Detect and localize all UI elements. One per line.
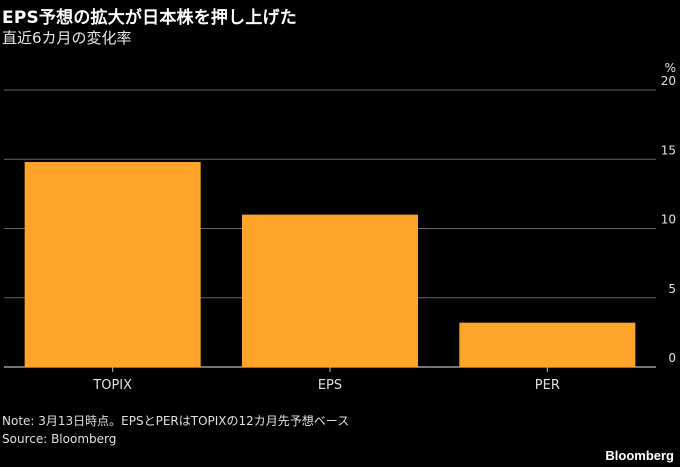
y-tick-label: 0 <box>668 351 676 365</box>
bar-eps <box>242 214 418 367</box>
bar-topix <box>24 162 201 367</box>
y-tick-label: 5 <box>668 282 676 296</box>
x-tick-label: EPS <box>318 378 342 393</box>
y-tick-label: 10 <box>661 213 676 227</box>
x-tick-label: TOPIX <box>92 378 132 393</box>
y-tick-labels: 0 5 10 15 20 <box>661 74 676 365</box>
y-unit-label: % <box>665 61 676 75</box>
x-tick-label: PER <box>535 378 560 393</box>
chart-source: Source: Bloomberg <box>2 432 117 446</box>
bars <box>24 162 636 367</box>
y-tick-label: 15 <box>661 143 676 157</box>
chart-subtitle: 直近6カ月の変化率 <box>2 29 132 47</box>
chart-title: EPS予想の拡大が日本株を押し上げた <box>2 8 297 28</box>
y-tick-label: 20 <box>661 74 676 88</box>
chart-note: Note: 3月13日時点。EPSとPERはTOPIXの12カ月先予想ベース <box>2 414 350 428</box>
bar-per <box>459 322 636 367</box>
bloomberg-logo: Bloomberg <box>605 448 674 463</box>
x-tick-labels: TOPIX EPS PER <box>92 367 560 393</box>
